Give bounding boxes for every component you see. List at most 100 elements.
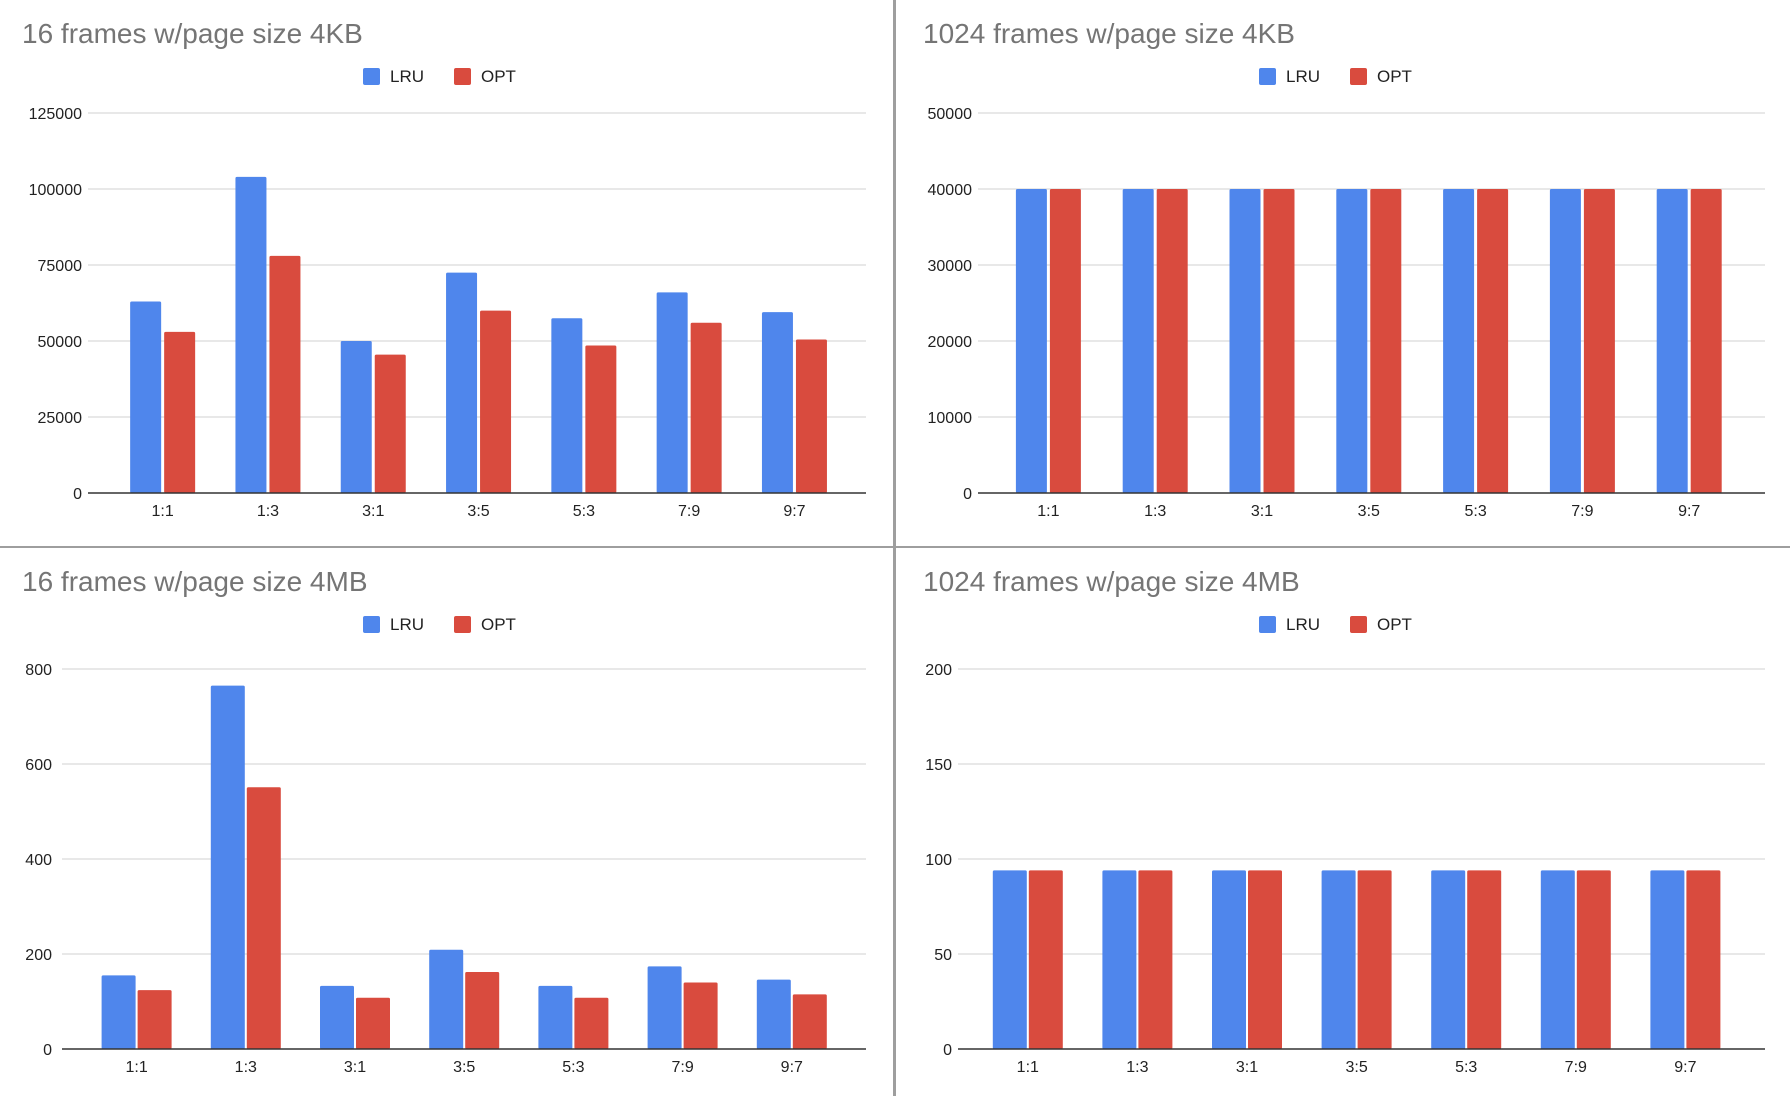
chart-panel-top-right: 1024 frames w/page size 4KB LRU OPT 0 10000 2… (896, 0, 1790, 546)
legend-label-opt: OPT (1377, 67, 1412, 86)
bar-lru-3-1 (340, 341, 372, 493)
x-tick-label: 5:3 (1455, 1059, 1477, 1076)
chart-legend: LRU OPT (363, 615, 516, 634)
bar-lru-5-3 (551, 318, 583, 493)
chart-legend: LRU OPT (1259, 615, 1412, 634)
x-tick-label: 5:3 (573, 503, 595, 520)
y-tick-label: 200 (25, 947, 52, 964)
horizontal-divider (0, 546, 1790, 548)
y-tick-label: 0 (963, 486, 972, 503)
x-tick-label: 9:7 (1674, 1059, 1696, 1076)
bar-opt-9-7 (1690, 189, 1722, 493)
bar-lru-9-7 (761, 312, 793, 493)
bar-lru-3-1 (320, 985, 354, 1049)
bar-opt-1-3 (246, 787, 281, 1049)
legend-label-opt: OPT (1377, 615, 1412, 634)
legend-label-opt: OPT (481, 615, 516, 634)
bar-lru-9-7 (1656, 189, 1688, 493)
x-tick-label: 3:5 (453, 1059, 475, 1076)
bar-opt-1-3 (1156, 189, 1188, 493)
y-tick-label: 0 (943, 1042, 952, 1059)
x-tick-label: 1:3 (1144, 503, 1166, 520)
x-tick-label: 5:3 (1464, 503, 1486, 520)
y-tick-label: 200 (925, 662, 952, 679)
bar-opt-5-3 (1477, 189, 1509, 493)
x-tick-label: 1:3 (1126, 1059, 1148, 1076)
y-tick-label: 50000 (38, 334, 83, 351)
chart-legend: LRU OPT (1259, 67, 1412, 86)
bar-opt-1-1 (1049, 189, 1081, 493)
x-tick-label: 1:1 (1017, 1059, 1039, 1076)
bar-lru-7-9 (647, 966, 682, 1049)
chart-panel-bottom-right: 1024 frames w/page size 4MB LRU OPT 0 50 100 1… (896, 548, 1790, 1096)
y-tick-label: 10000 (928, 410, 973, 427)
y-tick-label: 50 (934, 947, 952, 964)
bar-opt-7-9 (683, 982, 718, 1049)
x-tick-label: 7:9 (1565, 1059, 1587, 1076)
bar-opt-3-5 (1370, 189, 1402, 493)
legend-swatch-opt (1350, 616, 1367, 633)
chart-title: 16 frames w/page size 4MB (22, 566, 368, 597)
bar-lru-5-3 (1443, 189, 1475, 493)
legend-swatch-opt (1350, 68, 1367, 85)
y-tick-label: 20000 (928, 334, 973, 351)
legend-label-lru: LRU (390, 615, 424, 634)
x-tick-label: 3:1 (344, 1059, 366, 1076)
bar-opt-3-5 (1357, 870, 1392, 1049)
bar-opt-5-3 (1467, 870, 1502, 1049)
y-tick-label: 100 (925, 852, 952, 869)
chart-svg-1: 16 frames w/page size 4KB LRU OPT 0 25000 500… (22, 18, 866, 520)
y-tick-label: 125000 (29, 106, 82, 123)
x-tick-label: 3:5 (1358, 503, 1380, 520)
bar-lru-1-3 (235, 176, 267, 493)
bar-opt-7-9 (690, 322, 722, 493)
x-tick-label: 7:9 (671, 1059, 693, 1076)
y-tick-label: 150 (925, 757, 952, 774)
y-tick-label: 800 (25, 662, 52, 679)
bar-lru-3-5 (429, 949, 464, 1049)
x-tick-label: 1:3 (257, 503, 279, 520)
bar-lru-1-1 (130, 301, 162, 493)
chart-panel-top-left: 16 frames w/page size 4KB LRU OPT 0 25000 500… (0, 0, 893, 546)
bar-opt-1-1 (137, 990, 172, 1049)
chart-title: 1024 frames w/page size 4MB (923, 566, 1300, 597)
bar-lru-1-1 (1015, 189, 1047, 493)
bar-lru-9-7 (756, 979, 791, 1049)
y-tick-label: 50000 (928, 106, 973, 123)
chart-legend: LRU OPT (363, 67, 516, 86)
y-tick-label: 30000 (928, 258, 973, 275)
bar-lru-7-9 (656, 292, 688, 493)
legend-swatch-opt (454, 616, 471, 633)
bar-opt-3-1 (356, 997, 390, 1049)
bar-lru-5-3 (538, 985, 573, 1049)
x-tick-label: 1:1 (152, 503, 174, 520)
bar-opt-9-7 (1686, 870, 1721, 1049)
legend-label-lru: LRU (390, 67, 424, 86)
x-tick-label: 3:1 (1236, 1059, 1258, 1076)
bar-opt-5-3 (574, 997, 609, 1049)
legend-swatch-lru (1259, 616, 1276, 633)
legend-swatch-opt (454, 68, 471, 85)
bar-lru-3-5 (1321, 870, 1356, 1049)
x-tick-label: 9:7 (781, 1059, 803, 1076)
bar-opt-3-1 (1248, 870, 1282, 1049)
bar-opt-3-5 (465, 972, 500, 1049)
chart-title: 16 frames w/page size 4KB (22, 18, 363, 49)
bar-lru-1-3 (1102, 870, 1137, 1049)
bar-lru-5-3 (1431, 870, 1466, 1049)
legend-label-lru: LRU (1286, 67, 1320, 86)
x-tick-label: 3:1 (362, 503, 384, 520)
legend-label-opt: OPT (481, 67, 516, 86)
bar-lru-9-7 (1650, 870, 1685, 1049)
bar-opt-9-7 (792, 994, 827, 1049)
legend-label-lru: LRU (1286, 615, 1320, 634)
y-tick-label: 40000 (928, 182, 973, 199)
bar-opt-3-1 (374, 354, 406, 493)
bar-opt-7-9 (1576, 870, 1611, 1049)
bar-opt-9-7 (795, 339, 827, 493)
x-tick-label: 1:1 (1037, 503, 1059, 520)
y-tick-label: 400 (25, 852, 52, 869)
bar-opt-7-9 (1583, 189, 1615, 493)
y-tick-label: 100000 (29, 182, 82, 199)
legend-swatch-lru (363, 68, 380, 85)
